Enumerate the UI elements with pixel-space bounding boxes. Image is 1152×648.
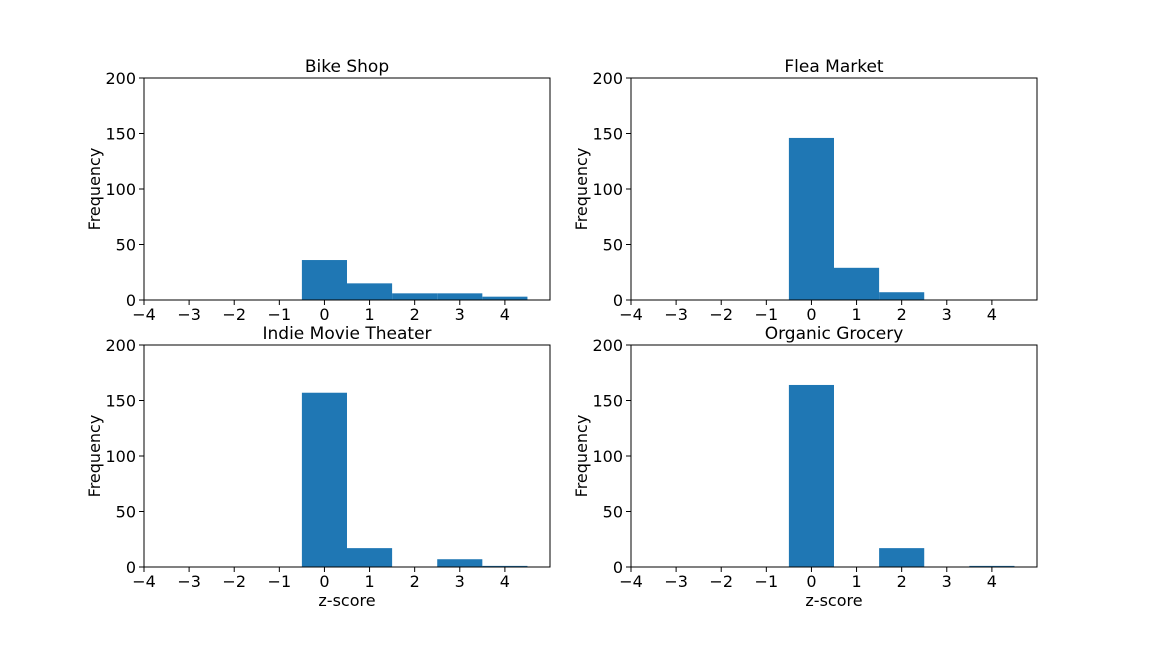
x-tick-label: 2 xyxy=(410,305,420,324)
x-tick-label: 0 xyxy=(806,572,816,591)
x-tick-label: 1 xyxy=(851,572,861,591)
y-tick-label: 50 xyxy=(603,236,623,255)
y-tick-label: 100 xyxy=(105,180,136,199)
y-tick-label: 150 xyxy=(592,392,623,411)
x-tick-label: −2 xyxy=(709,305,733,324)
histogram-bar xyxy=(879,292,925,300)
y-axis-label: Frequency xyxy=(85,415,104,498)
x-tick-label: 3 xyxy=(455,572,465,591)
y-tick-label: 150 xyxy=(592,125,623,144)
x-tick-label: −4 xyxy=(619,305,643,324)
y-tick-label: 150 xyxy=(105,392,136,411)
chart-title: Flea Market xyxy=(784,57,884,77)
y-tick-label: 150 xyxy=(105,125,136,144)
histogram-bar xyxy=(301,392,347,567)
histogram-bar xyxy=(482,296,528,300)
x-tick-label: 4 xyxy=(987,305,997,324)
y-tick-label: 200 xyxy=(105,336,136,355)
histogram-bar xyxy=(437,559,483,567)
y-tick-label: 0 xyxy=(126,558,136,577)
x-tick-label: 2 xyxy=(410,572,420,591)
histogram-bar xyxy=(301,260,347,300)
histogram-bar xyxy=(834,267,880,300)
y-axis-label: Frequency xyxy=(85,148,104,231)
panel-organic-grocery: −4 −3 −2 −1 0 1 2 3 4 0 50 100 150 200 Organic Grocery… xyxy=(572,324,1038,610)
histogram-bar xyxy=(392,293,438,300)
y-axis-label: Frequency xyxy=(572,415,591,498)
x-axis-label: z-score xyxy=(805,591,862,610)
y-tick-label: 50 xyxy=(603,503,623,522)
x-tick-label: 4 xyxy=(987,572,997,591)
x-tick-label: 0 xyxy=(806,305,816,324)
x-tick-label: 4 xyxy=(500,305,510,324)
x-tick-label: 1 xyxy=(364,305,374,324)
x-tick-label: −1 xyxy=(268,572,292,591)
y-tick-label: 0 xyxy=(613,291,623,310)
chart-title: Organic Grocery xyxy=(765,324,904,344)
y-tick-label: 50 xyxy=(116,236,136,255)
x-tick-label: 2 xyxy=(897,572,907,591)
y-tick-label: 200 xyxy=(592,336,623,355)
x-tick-label: 0 xyxy=(319,572,329,591)
y-tick-label: 100 xyxy=(592,447,623,466)
x-tick-label: 3 xyxy=(942,305,952,324)
x-tick-label: −1 xyxy=(755,305,779,324)
y-axis-label: Frequency xyxy=(572,148,591,231)
x-tick-label: −2 xyxy=(222,305,246,324)
histogram-bar xyxy=(482,565,528,567)
histogram-bar xyxy=(788,384,834,567)
x-axis-label: z-score xyxy=(318,591,375,610)
y-tick-label: 0 xyxy=(613,558,623,577)
x-tick-label: −2 xyxy=(709,572,733,591)
x-tick-label: −1 xyxy=(755,572,779,591)
y-tick-label: 200 xyxy=(105,69,136,88)
histogram-bar xyxy=(788,137,834,300)
x-tick-label: −4 xyxy=(619,572,643,591)
y-tick-label: 0 xyxy=(126,291,136,310)
histogram-bar xyxy=(347,283,393,300)
x-tick-label: 2 xyxy=(897,305,907,324)
histogram-bar xyxy=(969,565,1015,567)
panel-flea-market: −4 −3 −2 −1 0 1 2 3 4 0 50 100 150 200 Flea Market Freq… xyxy=(572,57,1038,324)
x-tick-label: −3 xyxy=(664,305,688,324)
x-tick-label: 4 xyxy=(500,572,510,591)
x-tick-label: 0 xyxy=(319,305,329,324)
panel-bike-shop: −4 −3 −2 −1 0 1 2 3 4 0 50 100 150 200 Bike Shop Freque… xyxy=(85,57,551,324)
chart-title: Bike Shop xyxy=(305,57,389,77)
x-tick-label: 3 xyxy=(942,572,952,591)
x-tick-label: −3 xyxy=(177,572,201,591)
x-tick-label: 3 xyxy=(455,305,465,324)
x-tick-label: −4 xyxy=(132,572,156,591)
y-tick-label: 100 xyxy=(592,180,623,199)
x-tick-label: −4 xyxy=(132,305,156,324)
histogram-bar xyxy=(437,293,483,300)
y-tick-label: 100 xyxy=(105,447,136,466)
histogram-bar xyxy=(347,548,393,567)
x-tick-label: −1 xyxy=(268,305,292,324)
y-tick-label: 50 xyxy=(116,503,136,522)
panel-indie-movie-theater: −4 −3 −2 −1 0 1 2 3 4 0 50 100 150 200 Indie Movie The… xyxy=(85,324,551,610)
y-tick-label: 200 xyxy=(592,69,623,88)
x-tick-label: −3 xyxy=(177,305,201,324)
x-tick-label: −2 xyxy=(222,572,246,591)
chart-title: Indie Movie Theater xyxy=(262,324,431,344)
x-tick-label: 1 xyxy=(364,572,374,591)
x-tick-label: −3 xyxy=(664,572,688,591)
histogram-bar xyxy=(879,548,925,567)
x-tick-label: 1 xyxy=(851,305,861,324)
